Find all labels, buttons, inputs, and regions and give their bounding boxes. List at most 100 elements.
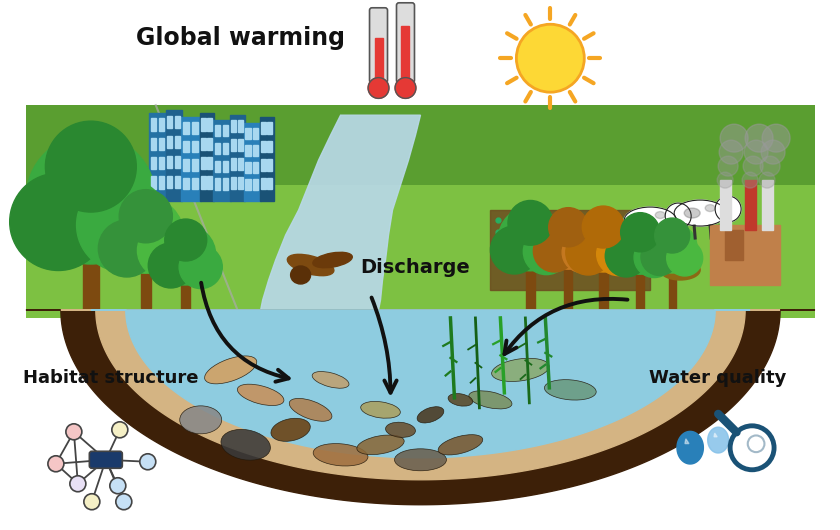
Circle shape xyxy=(762,124,790,152)
Bar xyxy=(238,177,243,189)
Bar xyxy=(214,143,220,154)
Circle shape xyxy=(744,140,768,164)
Bar xyxy=(261,159,265,171)
Bar xyxy=(175,116,180,128)
FancyBboxPatch shape xyxy=(396,3,414,83)
Ellipse shape xyxy=(655,211,665,218)
Bar xyxy=(725,230,743,260)
Bar xyxy=(214,161,220,172)
Ellipse shape xyxy=(469,391,512,409)
Bar xyxy=(245,128,251,139)
Circle shape xyxy=(533,230,575,272)
Bar xyxy=(710,225,780,285)
Bar xyxy=(245,145,251,156)
Bar xyxy=(223,179,228,190)
Circle shape xyxy=(498,207,562,271)
Bar xyxy=(253,145,259,156)
Circle shape xyxy=(155,225,216,285)
Ellipse shape xyxy=(544,379,596,400)
Circle shape xyxy=(138,223,192,278)
Ellipse shape xyxy=(271,418,310,441)
Circle shape xyxy=(665,203,691,229)
FancyBboxPatch shape xyxy=(89,451,123,469)
Bar xyxy=(245,162,251,173)
Bar xyxy=(745,180,756,230)
Circle shape xyxy=(395,77,416,99)
Bar xyxy=(253,179,259,190)
Ellipse shape xyxy=(287,254,333,276)
Ellipse shape xyxy=(360,401,401,418)
Bar xyxy=(175,175,180,188)
Bar xyxy=(260,117,274,201)
Bar xyxy=(159,118,165,131)
Ellipse shape xyxy=(205,356,257,384)
Ellipse shape xyxy=(438,435,483,455)
Bar xyxy=(183,122,189,134)
Bar xyxy=(26,105,815,205)
Bar xyxy=(599,260,608,318)
Polygon shape xyxy=(91,310,750,458)
Circle shape xyxy=(523,228,570,275)
Bar xyxy=(192,122,198,134)
Bar xyxy=(261,178,265,189)
Circle shape xyxy=(759,172,775,188)
Bar xyxy=(200,113,213,201)
Ellipse shape xyxy=(312,252,352,268)
Ellipse shape xyxy=(491,358,549,382)
Circle shape xyxy=(139,454,155,470)
Bar xyxy=(192,140,198,153)
Circle shape xyxy=(612,218,668,274)
Circle shape xyxy=(742,172,758,188)
Circle shape xyxy=(116,494,132,510)
Circle shape xyxy=(540,213,596,269)
Circle shape xyxy=(574,212,633,272)
Ellipse shape xyxy=(417,407,444,423)
Circle shape xyxy=(761,140,785,164)
Bar xyxy=(159,176,165,189)
Bar xyxy=(231,177,236,189)
Bar xyxy=(267,140,272,153)
Bar xyxy=(253,128,259,139)
Circle shape xyxy=(508,200,553,245)
Circle shape xyxy=(179,245,223,288)
Ellipse shape xyxy=(660,260,701,280)
Bar xyxy=(244,123,260,201)
Ellipse shape xyxy=(357,435,404,455)
Bar xyxy=(175,156,180,169)
Circle shape xyxy=(491,226,538,274)
Bar xyxy=(150,157,156,170)
Bar xyxy=(181,117,201,201)
Bar xyxy=(207,118,212,131)
Polygon shape xyxy=(259,115,421,318)
Ellipse shape xyxy=(180,406,222,434)
Bar xyxy=(159,157,165,170)
Circle shape xyxy=(582,206,624,248)
Circle shape xyxy=(112,422,128,438)
Circle shape xyxy=(606,235,647,277)
Bar xyxy=(223,161,228,172)
Bar xyxy=(183,178,189,189)
Circle shape xyxy=(760,156,780,176)
Circle shape xyxy=(119,190,172,243)
Ellipse shape xyxy=(221,429,270,460)
Circle shape xyxy=(596,233,640,276)
Circle shape xyxy=(10,173,107,270)
Bar xyxy=(192,159,198,171)
Ellipse shape xyxy=(289,399,332,421)
Ellipse shape xyxy=(395,449,446,471)
Ellipse shape xyxy=(634,215,650,225)
Circle shape xyxy=(641,238,679,276)
Circle shape xyxy=(110,478,126,494)
Bar xyxy=(207,176,212,189)
Circle shape xyxy=(647,223,697,273)
Bar xyxy=(83,238,99,318)
Bar xyxy=(213,120,231,201)
Circle shape xyxy=(108,197,184,273)
Bar xyxy=(167,116,172,128)
Circle shape xyxy=(45,121,136,212)
Ellipse shape xyxy=(386,422,416,437)
Ellipse shape xyxy=(291,266,311,284)
Bar xyxy=(491,210,650,290)
Bar xyxy=(231,139,236,151)
Circle shape xyxy=(667,240,702,276)
